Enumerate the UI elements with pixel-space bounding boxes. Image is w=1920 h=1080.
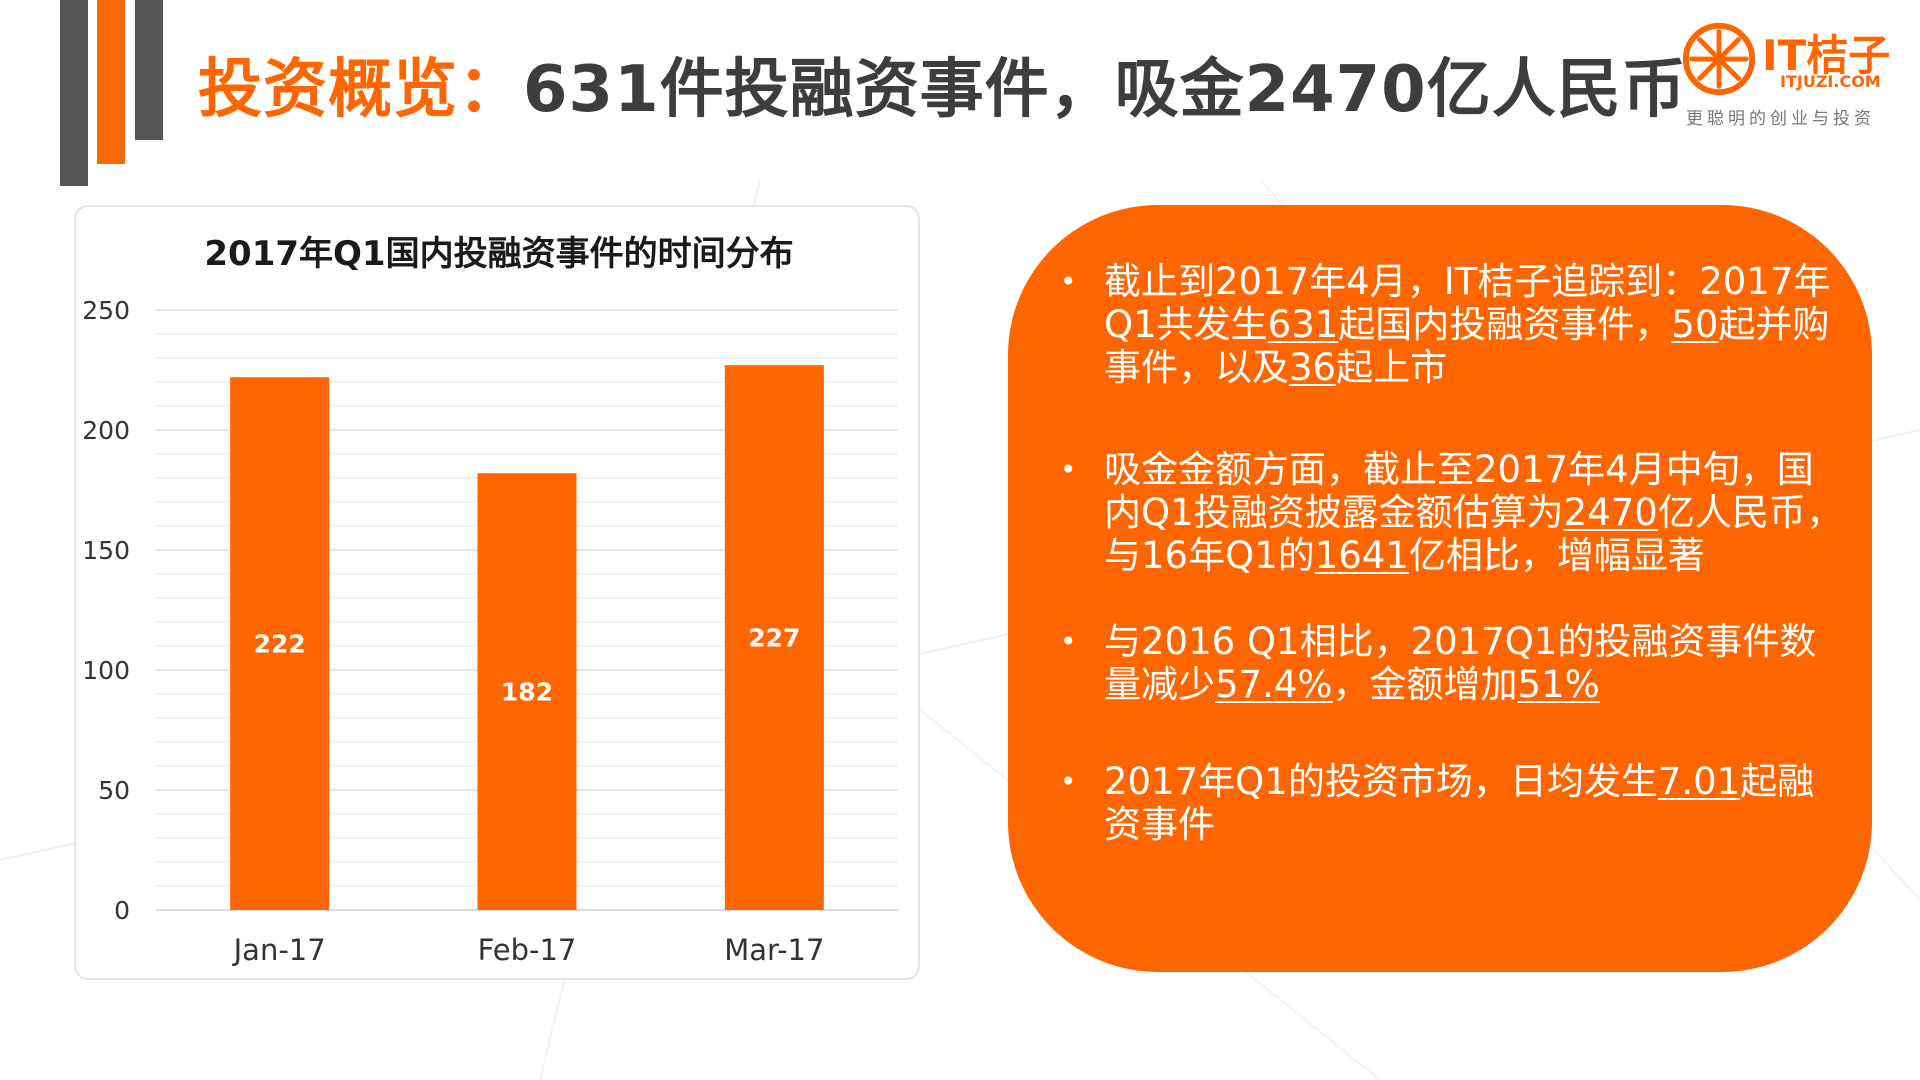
bullet-text-part: 亿人民币，与16年Q1的 [1104,491,1843,577]
orange-slice-icon [1682,22,1756,96]
page-title: 投资概览：631件投融资事件，吸金2470亿人民币 [198,38,1687,130]
highlight-number: 51% [1517,663,1600,706]
bullet-text: 截止到2017年4月，IT桔子追踪到：2017年Q1共发生631起国内投融资事件… [1104,260,1844,389]
brand-logo: IT桔子 ITJUZI.COM 更聪明的创业与投资 [1680,18,1890,130]
bar-data-label: 222 [254,630,306,659]
y-tick-label: 50 [98,776,130,805]
bullet-text-part: 2017年Q1的投资市场，日均发生 [1104,760,1658,803]
bullet-text-part: 起融资事件 [1104,760,1815,846]
highlight-number: 36 [1289,346,1337,389]
bullet-text-part: 起国内投融资事件， [1338,303,1672,346]
summary-panel: • 截止到2017年4月，IT桔子追踪到：2017年Q1共发生631起国内投融资事… [1008,205,1872,972]
y-tick-label: 0 [114,896,130,925]
bar-data-label: 182 [501,678,553,707]
bullet-dot-icon: • [1060,765,1077,798]
highlight-number: 57.4% [1215,663,1333,706]
page-title-main: 631件投融资事件，吸金2470亿人民币 [523,53,1687,127]
bar-data-label: 227 [748,624,800,653]
y-tick-label: 100 [82,656,130,685]
bullet-text-part: 吸金金额方面，截止至2017年4月中旬，国内Q1投融资披露金额估算为 [1104,448,1814,534]
y-tick-label: 200 [82,416,130,445]
highlight-number: 2470 [1563,491,1658,534]
highlight-number: 631 [1267,303,1339,346]
logo-slogan: 更聪明的创业与投资 [1686,109,1875,129]
bullet-dot-icon: • [1060,625,1077,658]
chart-title: 2017年Q1国内投融资事件的时间分布 [204,234,793,274]
logo-name: IT桔子 [1762,31,1891,80]
decor-bar-gray-left [60,0,88,186]
bullet-text-part: ，金额增加 [1332,663,1518,706]
x-tick-label: Feb-17 [478,933,577,967]
chart-panel: 2017年Q1国内投融资事件的时间分布 0 50 100 150 200 250 222 Jan… [74,205,920,980]
bar-Jan-17 [230,377,330,910]
bullet-text: 与2016 Q1相比，2017Q1的投融资事件数量减少57.4%，金额增加51% [1104,620,1844,706]
bullet-text-part: 起上市 [1336,346,1448,389]
x-tick-label: Mar-17 [724,933,824,967]
highlight-number: 1641 [1314,534,1409,577]
bullet-text: 2017年Q1的投资市场，日均发生7.01起融资事件 [1104,760,1844,846]
bullet-dot-icon: • [1060,453,1077,486]
bullet-text-part: 与2016 Q1相比，2017Q1的投融资事件数量减少 [1104,620,1817,706]
highlight-number: 50 [1671,303,1719,346]
logo-domain: ITJUZI.COM [1780,72,1881,91]
bar-chart: 2017年Q1国内投融资事件的时间分布 0 50 100 150 200 250 222 Jan… [82,234,898,967]
highlight-number: 7.01 [1657,760,1741,803]
bullet-text: 吸金金额方面，截止至2017年4月中旬，国内Q1投融资披露金额估算为2470亿人… [1104,448,1844,577]
bar-Mar-17 [724,365,824,910]
bullet-text-part: 起并购事件，以及 [1104,303,1830,389]
bullet-text-part: 亿相比，增幅显著 [1408,534,1705,577]
bar-Feb-17 [477,473,577,910]
y-tick-label: 150 [82,536,130,565]
page-title-prefix: 投资概览： [198,53,523,127]
bullet-text-part: 截止到2017年4月，IT桔子追踪到：2017年Q1共发生 [1104,260,1831,346]
bullet-dot-icon: • [1060,265,1077,298]
decor-bar-orange [97,0,125,164]
x-tick-label: Jan-17 [232,933,326,967]
decor-bar-gray-right [135,0,163,140]
y-tick-label: 250 [82,296,130,325]
